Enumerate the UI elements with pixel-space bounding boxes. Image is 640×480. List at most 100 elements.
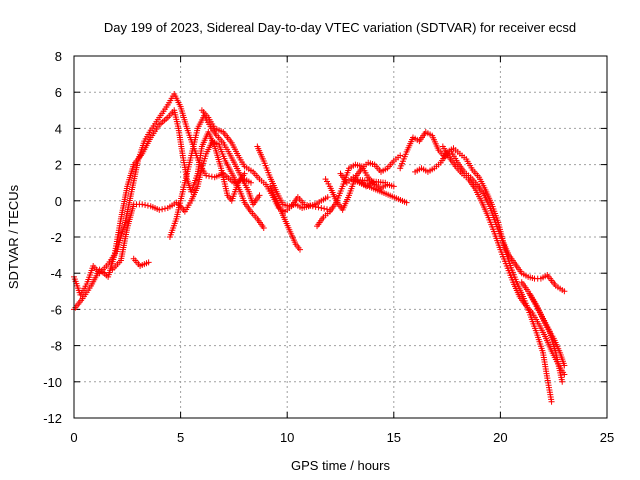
data-marker	[186, 199, 193, 206]
data-marker	[414, 136, 421, 143]
series-sat-c	[109, 138, 267, 273]
data-marker	[187, 154, 194, 161]
y-tick-label: -2	[50, 230, 62, 245]
data-marker	[193, 172, 200, 179]
data-marker	[463, 174, 470, 181]
series-sat-m	[412, 145, 555, 405]
data-marker	[202, 153, 209, 160]
series-outliers	[348, 176, 410, 206]
data-marker	[198, 167, 205, 174]
data-marker	[179, 191, 186, 198]
data-marker	[272, 186, 279, 193]
data-marker	[146, 136, 153, 143]
data-marker	[552, 347, 559, 354]
data-marker	[454, 148, 461, 155]
data-marker	[136, 201, 143, 208]
y-axis-label: SDTVAR / TECUs	[6, 184, 21, 289]
data-marker	[560, 360, 567, 367]
series-sat-j	[322, 152, 404, 213]
data-marker	[457, 168, 464, 175]
data-marker	[548, 396, 555, 403]
data-marker	[121, 221, 128, 228]
data-marker	[272, 195, 279, 202]
data-marker	[154, 123, 161, 130]
data-marker	[376, 167, 383, 174]
data-marker	[389, 159, 396, 166]
data-marker	[117, 218, 124, 225]
data-marker	[435, 161, 442, 168]
data-marker	[218, 138, 225, 145]
data-marker	[303, 203, 310, 210]
data-marker	[332, 195, 339, 202]
data-marker	[142, 202, 149, 209]
data-marker	[259, 223, 266, 230]
data-marker	[429, 166, 436, 173]
data-marker	[558, 376, 565, 383]
data-marker	[179, 150, 186, 157]
data-marker	[434, 145, 441, 152]
data-marker	[227, 138, 234, 145]
y-tick-label: 8	[55, 49, 62, 64]
data-marker	[291, 239, 298, 246]
y-tick-label: -8	[50, 339, 62, 354]
data-marker	[135, 261, 142, 268]
data-marker	[245, 178, 252, 185]
data-marker	[559, 286, 566, 293]
series-sat-g	[254, 143, 331, 212]
data-marker	[487, 199, 494, 206]
data-marker	[515, 291, 522, 298]
data-marker	[198, 145, 205, 152]
data-marker	[345, 194, 352, 201]
data-marker	[193, 185, 200, 192]
data-marker	[501, 242, 508, 249]
data-marker	[541, 331, 548, 338]
data-marker	[259, 155, 266, 162]
data-marker	[477, 195, 484, 202]
data-marker	[116, 259, 123, 266]
plot-frame	[73, 55, 608, 419]
data-marker	[82, 283, 89, 290]
data-marker	[545, 326, 552, 333]
data-marker	[470, 183, 477, 190]
data-marker	[490, 226, 497, 233]
data-marker	[154, 116, 161, 123]
data-marker	[247, 167, 254, 174]
data-marker	[225, 148, 232, 155]
data-marker	[388, 182, 395, 189]
data-marker	[246, 206, 253, 213]
grid	[74, 56, 607, 418]
data-marker	[161, 205, 168, 212]
data-marker	[448, 146, 455, 153]
data-marker	[201, 170, 208, 177]
x-tick-label: 20	[493, 430, 507, 445]
data-marker	[260, 179, 267, 186]
x-tick-label: 0	[70, 430, 77, 445]
data-marker	[517, 268, 524, 275]
data-marker	[309, 202, 316, 209]
data-marker	[255, 194, 262, 201]
data-marker	[542, 273, 549, 280]
data-marker	[208, 140, 215, 147]
data-marker	[551, 281, 558, 288]
x-tick-label: 25	[600, 430, 614, 445]
data-marker	[350, 162, 357, 169]
data-marker	[128, 190, 135, 197]
data-point	[318, 205, 325, 212]
y-tick-label: -10	[43, 375, 62, 390]
data-marker	[509, 276, 516, 283]
data-marker	[324, 210, 331, 217]
data-marker	[522, 272, 529, 279]
data-marker	[395, 154, 402, 161]
data-marker	[176, 101, 183, 108]
data-marker	[123, 227, 130, 234]
data-marker	[218, 128, 225, 135]
y-tick-label: 6	[55, 85, 62, 100]
data-marker	[474, 172, 481, 179]
data-marker	[240, 197, 247, 204]
data-marker	[468, 164, 475, 171]
data-marker	[236, 186, 243, 193]
y-tick-label: 4	[55, 121, 62, 136]
data-marker	[254, 174, 261, 181]
y-tick-label: -12	[43, 411, 62, 426]
